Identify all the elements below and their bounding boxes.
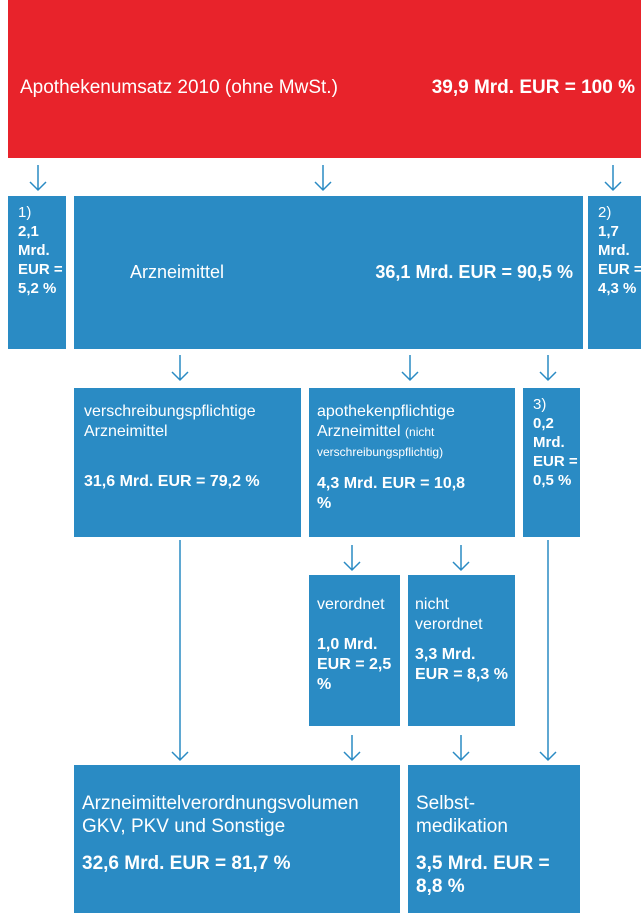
arrow: [171, 355, 189, 382]
footnote: 1): [18, 204, 32, 221]
node-label: Selbst-medikation: [416, 793, 508, 837]
node-label-note: (nicht verschreibungspflichtig): [317, 425, 444, 459]
arrow: [452, 545, 470, 572]
node-box: verordnet 1,0 Mrd. EUR = 2,5 %: [309, 575, 400, 726]
node-box: Arzneimittel 36,1 Mrd. EUR = 90,5 %: [74, 196, 583, 349]
arrow: [539, 355, 557, 382]
node-box: 2) 1,7 Mrd. EUR = 4,3 %: [588, 196, 641, 349]
node-box: 1) 2,1 Mrd. EUR = 5,2 %: [8, 196, 66, 349]
footnote: 2): [598, 204, 612, 221]
arrow: [343, 735, 361, 762]
node-value: 0,2 Mrd. EUR = 0,5 %: [533, 415, 578, 489]
total-value: 39,9 Mrd. EUR = 100 %: [431, 77, 635, 98]
node-label: nicht verordnet: [415, 596, 483, 633]
node-value: 36,1 Mrd. EUR = 90,5 %: [375, 262, 573, 282]
total-label: Apothekenumsatz 2010 (ohne MwSt.): [20, 77, 338, 98]
node-box: Selbst-medikation 3,5 Mrd. EUR = 8,8 %: [408, 765, 580, 913]
node-value: 1,0 Mrd. EUR = 2,5 %: [317, 636, 392, 693]
node-box: Arzneimittelverordnungsvolumen GKV, PKV …: [74, 765, 400, 913]
node-label: apothekenpflichtige Arzneimittel: [317, 403, 455, 440]
node-box: 3) 0,2 Mrd. EUR = 0,5 %: [523, 388, 580, 537]
arrow: [452, 735, 470, 762]
total-box: Apothekenumsatz 2010 (ohne MwSt.) 39,9 M…: [8, 0, 641, 158]
arrow: [539, 540, 557, 762]
node-label: verschreibungspflichtige Arzneimittel: [84, 403, 256, 440]
node-value: 3,3 Mrd. EUR = 8,3 %: [415, 646, 508, 683]
node-label: verordnet: [317, 596, 385, 613]
node-value: 3,5 Mrd. EUR = 8,8 %: [416, 853, 550, 897]
node-label: Arzneimittelverordnungsvolumen GKV, PKV …: [82, 793, 359, 837]
node-value: 2,1 Mrd. EUR = 5,2 %: [18, 223, 63, 297]
arrow: [343, 545, 361, 572]
arrow: [29, 165, 47, 192]
node-box: apothekenpflichtige Arzneimittel (nicht …: [309, 388, 515, 537]
footnote: 3): [533, 396, 547, 413]
node-box: nicht verordnet 3,3 Mrd. EUR = 8,3 %: [408, 575, 515, 726]
arrow: [171, 540, 189, 762]
arrow: [604, 165, 622, 192]
node-value: 31,6 Mrd. EUR = 79,2 %: [84, 473, 260, 490]
arrow: [314, 165, 332, 192]
node-value: 4,3 Mrd. EUR = 10,8 %: [317, 475, 466, 512]
node-value: 1,7 Mrd. EUR = 4,3 %: [598, 223, 641, 297]
node-value: 32,6 Mrd. EUR = 81,7 %: [82, 853, 291, 874]
node-label: Arzneimittel: [130, 262, 225, 282]
arrow: [401, 355, 419, 382]
node-box: verschreibungspflichtige Arzneimittel 31…: [74, 388, 301, 537]
